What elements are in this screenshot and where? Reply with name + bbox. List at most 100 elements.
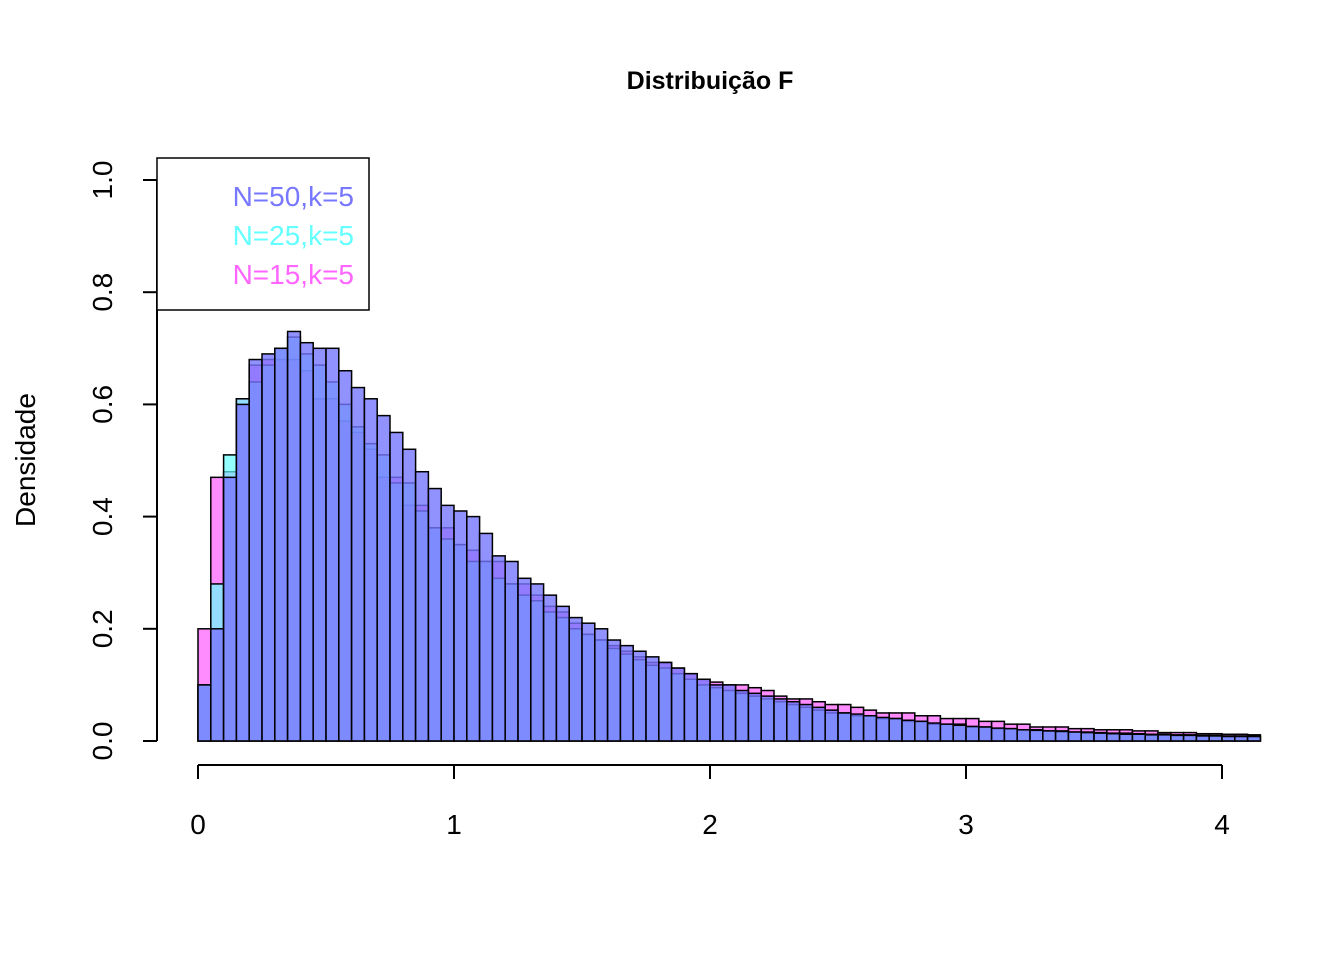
bar [568,616,583,742]
bar [914,720,929,742]
bar [414,470,430,742]
bar [274,347,289,742]
bar [722,684,737,742]
bar [338,369,353,742]
chart-title: Distribuição F [627,67,794,95]
bar [978,726,993,742]
bar [875,716,890,742]
x-tick-label: 3 [958,809,974,840]
bar [581,622,596,742]
bar [862,715,878,742]
x-tick-label: 2 [702,809,718,840]
bar [645,656,660,742]
bar [1195,735,1210,742]
bar [555,605,570,742]
bar [1042,730,1057,742]
bar [1246,735,1262,742]
bar [798,703,814,742]
bar [1182,734,1198,742]
y-axis-label: Densidade [10,393,41,527]
bar [1093,732,1108,742]
bar [1118,733,1134,742]
bar [363,398,378,742]
bar [696,678,711,742]
bar [1067,731,1082,742]
bar [1080,731,1095,742]
y-axis-ticks: 0.0 0.2 0.4 0.6 0.8 1.0 [87,161,157,761]
bar [734,689,750,742]
bar [376,414,391,742]
bar [222,476,238,742]
bar [1029,729,1044,742]
bar [248,358,263,742]
bar [1144,734,1159,742]
bar [926,722,942,742]
legend-entry: N=15,k=5 [233,259,354,290]
bar [1054,730,1070,742]
legend: N=50,k=5 N=25,k=5 N=15,k=5 [156,157,370,311]
bar [760,695,775,742]
bar [1234,735,1249,742]
bar [325,347,340,742]
legend-entry: N=50,k=5 [233,181,354,212]
bar [402,448,417,742]
bar [542,594,558,742]
legend-entry: N=25,k=5 [233,220,354,251]
bar [606,639,622,742]
bar [1131,733,1146,742]
bar [1208,735,1223,742]
series-N=50,k=5 [197,330,1262,742]
bar [235,403,250,742]
bar [286,330,302,742]
bar [990,727,1006,742]
bar [952,724,967,742]
y-tick-label: 0.8 [87,273,118,312]
y-tick-label: 0.4 [87,497,118,536]
bar [210,628,225,742]
bar [350,386,366,742]
bar [939,723,954,742]
y-tick-label: 0.2 [87,609,118,648]
bar [530,583,545,742]
bar [670,667,686,742]
bar [1170,734,1185,742]
bar [619,644,634,742]
bar [389,431,404,742]
bar [786,700,801,742]
bar [440,504,455,742]
bar [709,684,724,742]
bar [747,692,762,742]
x-tick-label: 0 [190,809,206,840]
y-tick-label: 0.6 [87,385,118,424]
bar [504,560,519,742]
bar [1016,729,1031,742]
legend-box [156,157,370,311]
bar [965,725,980,742]
bar [517,577,532,742]
bar [594,628,609,742]
y-tick-label: 0.0 [87,722,118,761]
bar [299,341,314,742]
bar [888,717,903,742]
bar [427,487,442,742]
bar [478,532,494,742]
bar [683,672,698,742]
y-tick-label: 1.0 [87,161,118,200]
bar [850,713,865,742]
bar [453,510,468,742]
bar [824,709,839,742]
bar [811,706,826,742]
x-axis-ticks: 0 1 2 3 4 [190,765,1230,840]
bar [1003,727,1018,742]
bar [1221,735,1236,742]
bar [632,650,647,742]
bar [1106,732,1121,742]
bar [658,661,673,742]
histogram-bars [197,330,1262,742]
x-tick-label: 4 [1214,809,1230,840]
bar [197,684,212,742]
bar [312,347,327,742]
bar [261,353,276,742]
bar [466,515,481,742]
